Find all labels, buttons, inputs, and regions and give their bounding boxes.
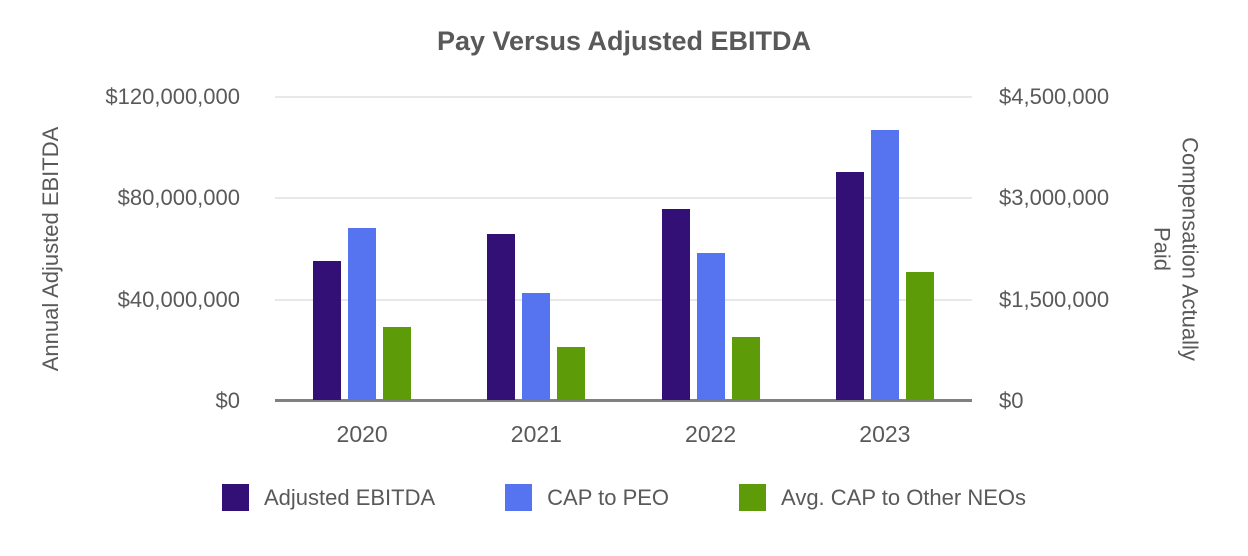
x-axis-label-2021: 2021 (510, 421, 562, 447)
bar-cap-to-peo-2023 (870, 129, 899, 400)
legend-label: Adjusted EBITDA (263, 484, 436, 510)
chart-title: Pay Versus Adjusted EBITDA (436, 26, 812, 56)
right-axis-tick-label: $1,500,000 (999, 286, 1110, 312)
x-axis-label-2023: 2023 (859, 421, 911, 447)
legend: Adjusted EBITDA CAP to PEO Avg. CAP to Oth… (0, 484, 1248, 511)
bar-avg-cap-to-other-neos-2022 (731, 337, 760, 400)
left-axis-tick-label: $120,000,000 (105, 84, 240, 109)
bar-adjusted-ebitda-2022 (661, 208, 690, 400)
right-axis-tick-label: $0 (999, 388, 1024, 413)
legend-swatch (221, 484, 249, 511)
left-axis-tick-label: $80,000,000 (117, 185, 240, 211)
bar-avg-cap-to-other-neos-2021 (557, 347, 586, 400)
bar-adjusted-ebitda-2023 (835, 172, 864, 400)
gridline (275, 96, 972, 98)
x-axis-label-2020: 2020 (336, 421, 388, 447)
legend-item-cap-to-peo: CAP to PEO (505, 484, 669, 511)
gridline (275, 298, 972, 301)
legend-label: CAP to PEO (547, 484, 670, 510)
left-axis-tick-label: $40,000,000 (117, 286, 240, 312)
right-axis-title: Compensation Actually Paid (1150, 137, 1203, 361)
bar-cap-to-peo-2022 (696, 253, 725, 400)
x-axis-line (275, 399, 972, 402)
legend-swatch (505, 484, 533, 511)
bar-cap-to-peo-2021 (522, 293, 551, 400)
legend-item-avg-cap-to-other-neos: Avg. CAP to Other NEOs (739, 484, 1026, 511)
legend-swatch (739, 484, 767, 511)
bar-avg-cap-to-other-neos-2020 (383, 327, 412, 400)
legend-label: Avg. CAP to Other NEOs (781, 484, 1027, 510)
right-axis-tick-label: $4,500,000 (999, 84, 1110, 109)
legend-item-adjusted-ebitda: Adjusted EBITDA (221, 484, 436, 511)
bar-avg-cap-to-other-neos-2023 (905, 271, 934, 400)
x-axis-label-2022: 2022 (685, 421, 737, 447)
left-axis-title: Annual Adjusted EBITDA (38, 126, 63, 372)
gridline (275, 197, 972, 200)
bar-adjusted-ebitda-2020 (313, 260, 342, 400)
bar-cap-to-peo-2020 (348, 227, 377, 400)
left-axis-tick-label: $0 (215, 388, 240, 413)
right-axis-tick-label: $3,000,000 (999, 185, 1110, 211)
plot-area (275, 96, 972, 402)
bar-adjusted-ebitda-2021 (487, 234, 516, 400)
